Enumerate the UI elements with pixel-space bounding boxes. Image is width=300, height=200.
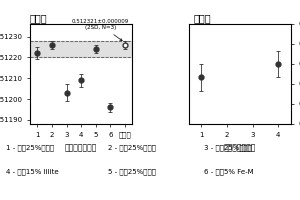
Text: 4 - 掺杂15% Illite: 4 - 掺杂15% Illite	[6, 168, 59, 175]
Text: 3 - 掺杂25%伊利石: 3 - 掺杂25%伊利石	[204, 144, 252, 151]
Text: 1 - 掺杂25%高岭石: 1 - 掺杂25%高岭石	[6, 144, 54, 151]
X-axis label: 不同的混标样品: 不同的混标样品	[65, 144, 98, 153]
X-axis label: 不同的混标样品: 不同的混标样品	[224, 143, 256, 152]
Text: 5 - 掺杂25%玄武岩: 5 - 掺杂25%玄武岩	[108, 168, 156, 175]
Text: 白云岩: 白云岩	[194, 13, 212, 23]
Text: 6 - 掺杂5% Fe-M: 6 - 掺杂5% Fe-M	[204, 168, 254, 175]
Text: 2 - 掺杂25%蒙脱石: 2 - 掺杂25%蒙脱石	[108, 144, 156, 151]
Text: 石灰岩: 石灰岩	[30, 13, 48, 23]
Bar	[30, 41, 132, 57]
Text: 0.512321±0.000009
(2SD, N=3): 0.512321±0.000009 (2SD, N=3)	[72, 19, 129, 41]
